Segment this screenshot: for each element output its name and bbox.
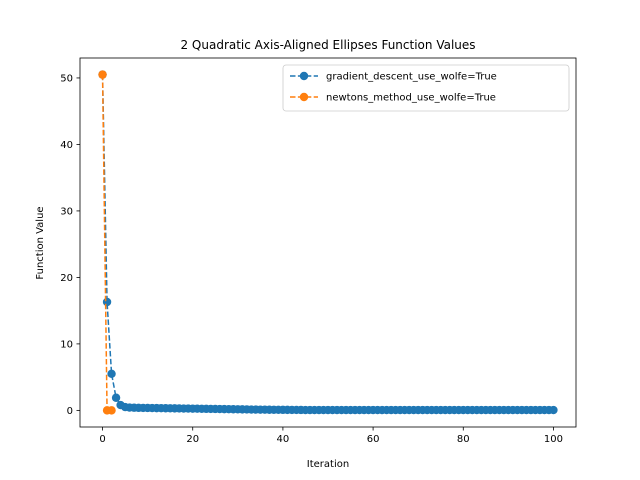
x-tick-label: 40 [277, 434, 290, 445]
y-tick-label: 10 [60, 339, 73, 350]
x-axis: 0 20 40 60 80 100 [99, 427, 563, 445]
x-tick-label: 100 [544, 434, 563, 445]
legend-marker-2 [299, 92, 309, 102]
legend: gradient_descent_use_wolfe=True newtons_m… [282, 64, 570, 112]
chart-title: 2 Quadratic Axis-Aligned Ellipses Functi… [180, 38, 475, 52]
y-axis-label: Function Value [35, 206, 46, 279]
series-1 [98, 70, 558, 415]
series-1-point [549, 405, 558, 415]
series-1-point [111, 393, 121, 402]
x-tick-label: 60 [367, 434, 380, 445]
series-1-point [107, 369, 116, 379]
legend-marker-1 [299, 71, 309, 81]
y-tick-label: 40 [60, 140, 73, 151]
y-tick-label: 30 [60, 206, 73, 217]
y-tick-label: 50 [60, 73, 73, 84]
legend-label-1: gradient_descent_use_wolfe=True [326, 72, 497, 83]
y-tick-label: 20 [60, 273, 73, 284]
legend-box [282, 64, 570, 112]
y-tick-label: 0 [67, 406, 73, 417]
y-axis: 0 10 20 30 40 50 [60, 73, 80, 417]
x-tick-label: 0 [99, 434, 105, 445]
x-tick-label: 20 [186, 434, 199, 445]
series-2 [98, 70, 116, 415]
x-axis-label: Iteration [307, 459, 349, 470]
plot-area [98, 70, 558, 415]
plot-frame [79, 57, 577, 428]
legend-label-2: newtons_method_use_wolfe=True [326, 93, 496, 104]
series-2-point [107, 406, 116, 415]
series-1-point [102, 297, 112, 307]
series-2-point [98, 70, 107, 79]
x-tick-label: 80 [457, 434, 470, 445]
